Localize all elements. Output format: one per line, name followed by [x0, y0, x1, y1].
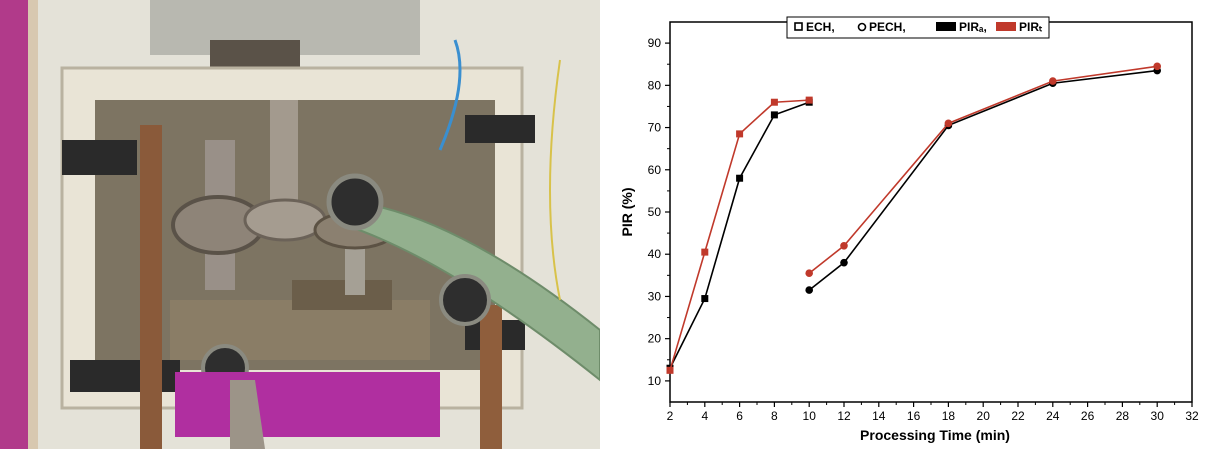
legend-entry-pira: PIRₐ,	[959, 20, 987, 34]
data-point	[840, 241, 848, 250]
x-tick-label: 26	[1081, 409, 1095, 423]
legend-entry-ech: ECH,	[806, 20, 835, 34]
x-tick-label: 30	[1151, 409, 1165, 423]
data-point	[770, 111, 778, 119]
plot-frame	[669, 21, 1193, 403]
y-tick-label: 30	[648, 289, 662, 303]
x-tick-label: 20	[977, 409, 991, 423]
data-point	[1153, 62, 1161, 71]
x-tick-label: 22	[1011, 409, 1025, 423]
lower-hose	[230, 380, 265, 449]
experimental-setup-photo	[0, 0, 600, 449]
hose-fitting	[326, 173, 384, 231]
data-point	[770, 98, 778, 106]
x-tick-label: 16	[907, 409, 921, 423]
center-gear	[243, 198, 327, 242]
data-point	[1049, 77, 1057, 85]
green-hose	[338, 198, 600, 382]
data-point	[805, 96, 813, 104]
wood-edge	[28, 0, 38, 449]
y-tick-label: 60	[648, 163, 662, 177]
x-tick-label: 12	[837, 409, 851, 423]
x-axis-label: Processing Time (min)	[860, 427, 1010, 443]
x-tick-label: 32	[1185, 409, 1199, 423]
left-clamp-bottom	[70, 360, 180, 392]
y-tick-label: 10	[648, 374, 662, 388]
x-tick-label: 24	[1046, 409, 1060, 423]
blue-wire	[438, 39, 462, 151]
x-tick-label: 4	[701, 409, 708, 423]
x-tick-label: 2	[667, 409, 674, 423]
left-rod	[140, 125, 162, 449]
data-point	[736, 130, 744, 138]
legend-red-swatch-icon	[996, 22, 1016, 31]
legend-box	[786, 16, 1050, 39]
pir-chart: 2 4 6 8 10 12 14 16 18 20 22 24 26 28 30 32102030405060…	[619, 16, 1199, 443]
data-point	[944, 119, 953, 128]
data-point	[701, 295, 709, 303]
legend-black-swatch-icon	[936, 22, 956, 31]
x-tick-label: 6	[736, 409, 743, 423]
right-rod	[480, 305, 502, 449]
lower-block	[292, 280, 392, 310]
x-tick-label: 14	[872, 409, 886, 423]
data-point	[736, 174, 744, 182]
legend-entry-pech: PECH,	[869, 20, 906, 34]
axis-ticks: 2 4 6 8 10 12 14 16 18 20 22 24 26 28 30 32102030405060…	[648, 36, 1199, 423]
data-point	[701, 248, 709, 256]
y-tick-label: 70	[648, 121, 662, 135]
y-tick-label: 80	[648, 78, 662, 92]
legend-entry-pirt: PIRₜ	[1019, 20, 1043, 34]
lower-fitting	[439, 274, 491, 326]
data-point	[666, 366, 674, 374]
top-coupling	[210, 40, 300, 70]
right-clamp-top	[465, 115, 535, 143]
y-tick-label: 40	[648, 247, 662, 261]
legend: ECH, PECH, PIRₐ, PIRₜ	[786, 16, 1050, 39]
data-point	[805, 286, 813, 294]
data-point	[805, 269, 813, 278]
x-tick-label: 28	[1116, 409, 1130, 423]
magenta-edge	[0, 0, 28, 449]
y-axis-label: PIR (%)	[619, 188, 635, 237]
y-tick-label: 50	[648, 205, 662, 219]
y-tick-label: 90	[648, 36, 662, 50]
series-layer	[666, 62, 1161, 374]
yellow-wire	[549, 59, 561, 301]
legend-square-icon	[794, 22, 803, 31]
data-point	[840, 258, 848, 267]
legend-circle-icon	[857, 22, 867, 32]
x-tick-label: 8	[771, 409, 778, 423]
y-tick-label: 20	[648, 332, 662, 346]
left-clamp-top	[62, 140, 137, 175]
x-tick-label: 10	[803, 409, 817, 423]
x-tick-label: 18	[942, 409, 956, 423]
magenta-base	[175, 372, 440, 437]
